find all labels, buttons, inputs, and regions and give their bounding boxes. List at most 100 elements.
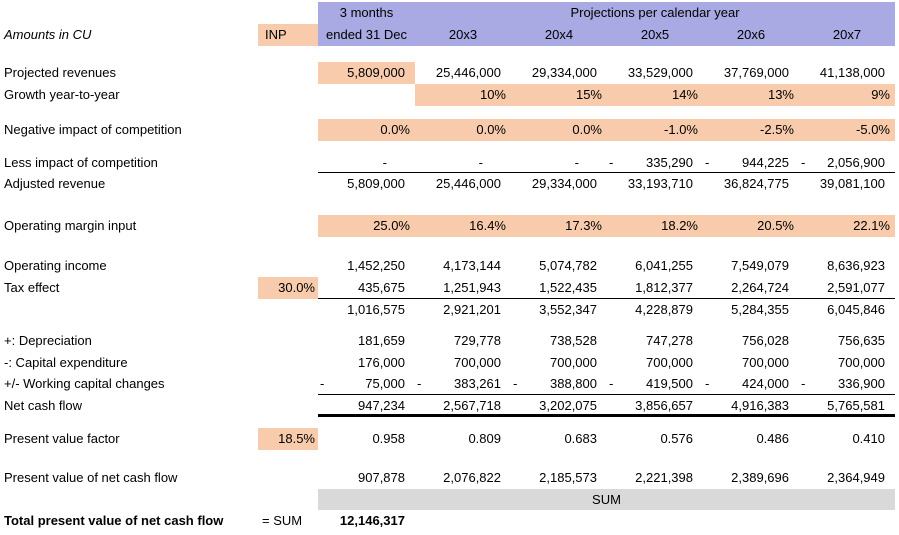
value-cell: 2,567,718 (415, 395, 511, 417)
inp-cell-blank (258, 173, 318, 195)
input-cell-impact-20x4[interactable]: 0.0% (511, 119, 607, 141)
row-sum-band: SUM (0, 489, 899, 510)
value-cell: 25,446,000 (435, 176, 501, 191)
input-cell-growth-20x7[interactable]: 9% (799, 84, 895, 106)
value-cell: 3,856,657 (607, 395, 703, 417)
value-cell: - 2,056,900 (799, 152, 895, 173)
value-cell: 907,878 (358, 470, 405, 485)
row-pv-factor: Present value factor 18.5% 0.958 0.809 0… (0, 428, 899, 450)
value-cell: 1,452,250 (347, 258, 405, 273)
value-cell: 700,000 (454, 355, 501, 370)
value-cell: 947,234 (318, 395, 415, 417)
period-column-header-line2: ended 31 Dec (318, 24, 415, 46)
input-cell-margin-20x7[interactable]: 22.1% (799, 215, 895, 237)
value-cell: 3,552,347 (539, 302, 597, 317)
row-tax-effect: Tax effect 30.0% 435,675 1,251,943 1,522… (0, 277, 899, 299)
value-text: 944,225 (742, 155, 789, 170)
spacer (0, 237, 899, 255)
row-label: Present value of net cash flow (4, 470, 178, 485)
row-label: Operating margin input (4, 218, 137, 233)
value-cell: 25,446,000 (435, 65, 501, 80)
value-cell: - (511, 152, 607, 173)
value-cell: 37,769,000 (723, 65, 789, 80)
input-cell-margin-20x5[interactable]: 18.2% (607, 215, 703, 237)
row-operating-income: Operating income 1,452,250 4,173,144 5,0… (0, 255, 899, 277)
row-working-capital: +/- Working capital changes -75,000 -383… (0, 373, 899, 395)
period-column-header-line1: 3 months (318, 2, 415, 24)
value-cell: 0.809 (468, 431, 501, 446)
value-cell: 700,000 (646, 355, 693, 370)
sum-band-label: SUM (318, 489, 895, 510)
value-cell: - 424,000 (703, 373, 799, 395)
row-depreciation: +: Depreciation 181,659 729,778 738,528 … (0, 330, 899, 352)
value-text: 424,000 (742, 376, 789, 391)
value-cell: 700,000 (838, 355, 885, 370)
row-label: +/- Working capital changes (4, 376, 165, 391)
value-text: 75,000 (365, 376, 405, 391)
input-cell-margin-20x6[interactable]: 20.5% (703, 215, 799, 237)
row-negative-impact: Negative impact of competition 0.0% 0.0%… (0, 119, 899, 141)
value-cell: 1,812,377 (607, 277, 703, 299)
input-cell-growth-20x3[interactable]: 10% (415, 84, 511, 106)
value-cell: 2,591,077 (799, 277, 895, 299)
row-capex: -: Capital expenditure 176,000 700,000 7… (0, 352, 899, 373)
input-cell-growth-20x6[interactable]: 13% (703, 84, 799, 106)
inp-cell-blank (258, 152, 318, 173)
input-cell-discount-rate[interactable]: 18.5% (258, 428, 318, 450)
value-text: 388,800 (550, 376, 597, 391)
value-cell: 2,364,949 (827, 470, 885, 485)
input-cell-growth-20x4[interactable]: 15% (511, 84, 607, 106)
inp-column-blank (258, 2, 318, 24)
input-cell-revenue-3m[interactable]: 5,809,000 (318, 62, 415, 84)
input-cell-margin-20x4[interactable]: 17.3% (511, 215, 607, 237)
row-label: Present value factor (4, 431, 120, 446)
value-cell: 29,334,000 (531, 65, 597, 80)
year-header-20x4: 20x4 (511, 24, 607, 46)
value-cell: 0.486 (756, 431, 789, 446)
inp-cell-blank (258, 299, 318, 321)
row-label-blank (0, 299, 258, 321)
row-after-tax-income: 1,016,575 2,921,201 3,552,347 4,228,879 … (0, 299, 899, 321)
value-text: 419,500 (646, 376, 693, 391)
row-label: Adjusted revenue (4, 176, 106, 191)
value-cell: 700,000 (550, 355, 597, 370)
input-cell-growth-20x5[interactable]: 14% (607, 84, 703, 106)
value-cell: 5,284,355 (731, 302, 789, 317)
value-cell: 2,221,398 (635, 470, 693, 485)
value-cell: 0.958 (372, 431, 405, 446)
row-label: Negative impact of competition (4, 122, 182, 137)
value-cell: 0.576 (660, 431, 693, 446)
row-label: Net cash flow (4, 398, 83, 413)
sum-formula-label: = SUM (262, 513, 303, 528)
row-label: Growth year-to-year (4, 87, 120, 102)
inp-cell-blank (258, 255, 318, 277)
input-cell-impact-20x6[interactable]: -2.5% (703, 119, 799, 141)
minus-sign: - (705, 155, 710, 170)
value-cell: 5,074,782 (539, 258, 597, 273)
input-cell-margin-20x3[interactable]: 16.4% (415, 215, 511, 237)
input-cell-margin-3m[interactable]: 25.0% (318, 215, 415, 237)
input-cell-impact-20x5[interactable]: -1.0% (607, 119, 703, 141)
value-cell: 3,202,075 (511, 395, 607, 417)
inp-cell-blank (258, 62, 318, 84)
row-less-impact: Less impact of competition - - - -335,29… (0, 152, 899, 173)
value-cell: 5,809,000 (347, 176, 405, 191)
input-cell-impact-3m[interactable]: 0.0% (318, 119, 415, 141)
value-cell: 6,041,255 (635, 258, 693, 273)
row-total-present-value: Total present value of net cash flow = S… (0, 510, 899, 532)
inp-cell-blank (258, 84, 318, 106)
inp-cell-blank (258, 215, 318, 237)
spacer (0, 321, 899, 330)
value-cell: 176,000 (358, 355, 405, 370)
value-cell: 756,028 (742, 333, 789, 348)
header-row-top: 3 months Projections per calendar year (0, 2, 899, 24)
input-cell-tax-rate[interactable]: 30.0% (258, 277, 318, 299)
value-cell: 1,522,435 (511, 277, 607, 299)
inp-cell-blank (258, 467, 318, 489)
input-cell-impact-20x3[interactable]: 0.0% (415, 119, 511, 141)
row-operating-margin: Operating margin input 25.0% 16.4% 17.3%… (0, 215, 899, 237)
row-label: +: Depreciation (4, 333, 92, 348)
spacer (0, 417, 899, 428)
value-cell: 4,173,144 (443, 258, 501, 273)
input-cell-impact-20x7[interactable]: -5.0% (799, 119, 895, 141)
